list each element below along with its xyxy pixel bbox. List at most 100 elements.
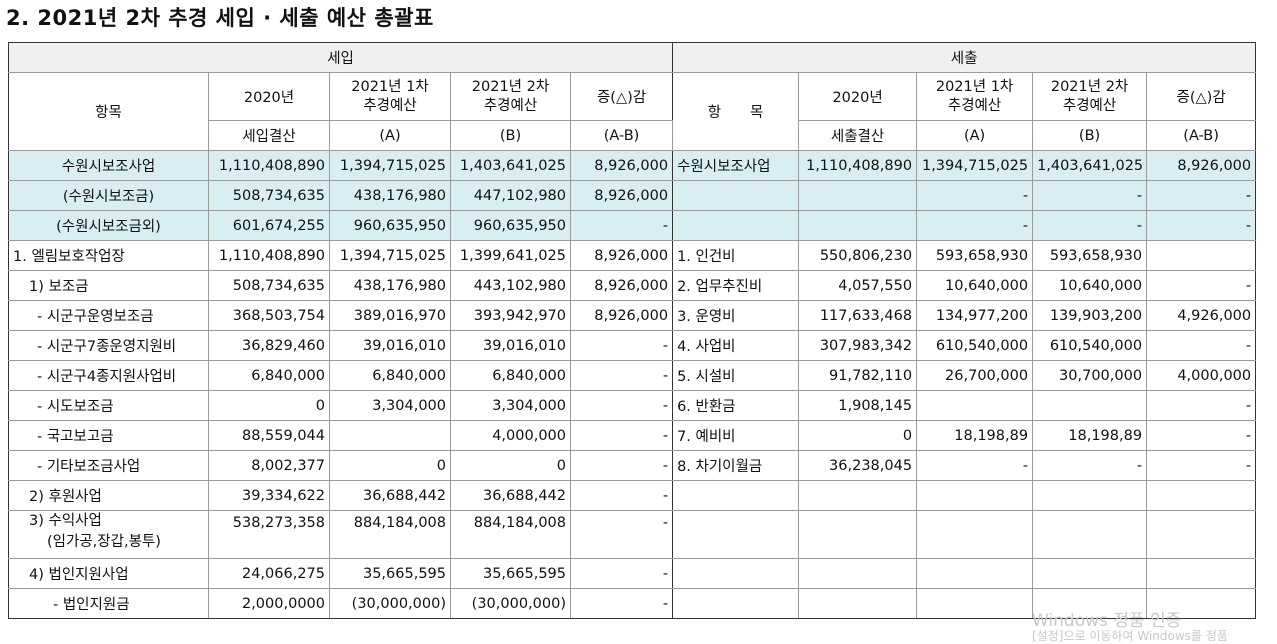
- rev-item-cell: - 시도보조금: [8, 390, 209, 421]
- rev-item-cell: 1) 보조금: [8, 270, 209, 301]
- rev-2021-2-cell: 6,840,000: [450, 360, 571, 391]
- rev-2020-cell: 1,110,408,890: [208, 240, 330, 271]
- rev-diff-cell: 8,926,000: [569, 150, 674, 181]
- exp-2021-2-cell: -: [1032, 450, 1148, 481]
- exp-2021-2-cell: -: [1032, 210, 1148, 241]
- exp-diff-cell: [1146, 480, 1257, 511]
- rev-2021-1-cell: 3,304,000: [329, 390, 451, 421]
- rev-2021-2-cell: 1,399,641,025: [450, 240, 571, 271]
- exp-2020-cell: 0: [798, 420, 918, 451]
- rev-2020-cell: 36,829,460: [208, 330, 330, 361]
- exp-2020-cell: 1,110,408,890: [798, 150, 918, 181]
- rev-item-cell: - 기타보조금사업: [8, 450, 209, 481]
- rev-2021-1-cell: 1,394,715,025: [329, 150, 451, 181]
- exp-2020-cell: [798, 558, 918, 589]
- exp-diff-cell: -: [1146, 450, 1257, 481]
- exp-item-cell: [672, 210, 800, 241]
- rev-diff-cell: -: [569, 420, 674, 451]
- rev-item-cell: - 국고보고금: [8, 420, 209, 451]
- exp-2021-1-cell: 134,977,200: [916, 300, 1034, 331]
- rev-diff-cell: -: [569, 450, 674, 481]
- exp-2021-1-header: 2021년 1차 추경예산: [916, 72, 1034, 121]
- rev-diff-cell: -: [569, 558, 674, 589]
- exp-item-cell: 수원시보조사업: [672, 150, 800, 181]
- rev-diff-cell: -: [569, 330, 674, 361]
- exp-2020-cell: 550,806,230: [798, 240, 918, 271]
- exp-2021-2-cell: [1032, 480, 1148, 511]
- rev-2020-header: 2020년: [208, 72, 330, 121]
- rev-2020-cell: 0: [208, 390, 330, 421]
- exp-item-cell: [672, 588, 800, 619]
- rev-2021-2-cell: 39,016,010: [450, 330, 571, 361]
- rev-item-cell: - 법인지원금: [8, 588, 209, 619]
- rev-diff-cell: -: [569, 480, 674, 511]
- exp-item-cell: 7. 예비비: [672, 420, 800, 451]
- rev-diff-cell: 8,926,000: [569, 270, 674, 301]
- exp-item-cell: [672, 180, 800, 211]
- rev-diff-cell: 8,926,000: [569, 180, 674, 211]
- exp-item-cell: [672, 480, 800, 511]
- exp-diff-cell: -: [1146, 420, 1257, 451]
- exp-2021-2-cell: [1032, 558, 1148, 589]
- exp-2020-cell: [798, 180, 918, 211]
- exp-item-cell: [672, 558, 800, 589]
- exp-2021-2-cell: 610,540,000: [1032, 330, 1148, 361]
- exp-2020-cell: 307,983,342: [798, 330, 918, 361]
- table-row: - 법인지원금 2,000,0000 (30,000,000) (30,000,000…: [8, 588, 1257, 619]
- table-row: 1) 보조금 508,734,635 438,176,980 443,102,980 8…: [8, 270, 1257, 301]
- table-row: - 시군구7종운영지원비 36,829,460 39,016,010 39,016,0…: [8, 330, 1257, 361]
- exp-2021-1-cell: 1,394,715,025: [916, 150, 1034, 181]
- rev-2021-1-cell: 438,176,980: [329, 180, 451, 211]
- rev-2020-cell: 6,840,000: [208, 360, 330, 391]
- exp-2020-cell: 117,633,468: [798, 300, 918, 331]
- exp-2021-2-cell: 139,903,200: [1032, 300, 1148, 331]
- table-row: - 시도보조금 0 3,304,000 3,304,000-6. 반환금 1,908,1…: [8, 390, 1257, 421]
- exp-2021-1-cell: 18,198,89: [916, 420, 1034, 451]
- rev-2020-cell: 1,110,408,890: [208, 150, 330, 181]
- exp-2021-1-cell: 10,640,000: [916, 270, 1034, 301]
- rev-diff-cell: -: [569, 510, 674, 559]
- rev-2020-cell: 368,503,754: [208, 300, 330, 331]
- rev-2021-2-cell: (30,000,000): [450, 588, 571, 619]
- exp-b-header: (B): [1032, 120, 1148, 151]
- rev-2021-1-cell: 35,665,595: [329, 558, 451, 589]
- rev-2020-cell: 508,734,635: [208, 180, 330, 211]
- exp-ab-header: (A-B): [1146, 120, 1257, 151]
- exp-2020-cell: 91,782,110: [798, 360, 918, 391]
- table-row: 4) 법인지원사업 24,066,275 35,665,595 35,665,595-: [8, 558, 1257, 589]
- rev-2021-2-cell: 960,635,950: [450, 210, 571, 241]
- rev-item-cell: - 시군구7종운영지원비: [8, 330, 209, 361]
- exp-2021-2-cell: 18,198,89: [1032, 420, 1148, 451]
- rev-2021-2-cell: 447,102,980: [450, 180, 571, 211]
- document-title: 2. 2021년 2차 추경 세입 · 세출 예산 총괄표: [6, 6, 434, 30]
- rev-item-cell: - 시군구운영보조금: [8, 300, 209, 331]
- table-row: - 시군구운영보조금 368,503,754 389,016,970 393,942,…: [8, 300, 1257, 331]
- exp-item-cell: 6. 반환금: [672, 390, 800, 421]
- table-row: 수원시보조사업 1,110,408,890 1,394,715,025 1,403,6…: [8, 150, 1257, 181]
- exp-diff-cell: [1146, 240, 1257, 271]
- exp-diff-cell: -: [1146, 210, 1257, 241]
- rev-settle-header: 세입결산: [208, 120, 330, 151]
- rev-item-cell: 3) 수익사업 (임가공,장갑,봉투): [8, 510, 209, 559]
- rev-2020-cell: 39,334,622: [208, 480, 330, 511]
- table-row: 3) 수익사업 (임가공,장갑,봉투) 538,273,358 884,184,008…: [8, 510, 1257, 559]
- exp-2021-1-cell: -: [916, 450, 1034, 481]
- rev-item-cell: (수원시보조금외): [8, 210, 209, 241]
- rev-2021-1-cell: [329, 420, 451, 451]
- exp-item-cell: 8. 차기이월금: [672, 450, 800, 481]
- rev-2021-2-cell: 1,403,641,025: [450, 150, 571, 181]
- exp-2020-cell: 4,057,550: [798, 270, 918, 301]
- rev-diff-header: 증(△)감: [569, 72, 674, 121]
- activation-watermark-sub: [설정]으로 이동하여 Windows를 정품: [1032, 629, 1228, 643]
- rev-2020-cell: 8,002,377: [208, 450, 330, 481]
- rev-item-cell: 2) 후원사업: [8, 480, 209, 511]
- rev-2021-1-cell: (30,000,000): [329, 588, 451, 619]
- rev-diff-cell: -: [569, 210, 674, 241]
- rev-2021-1-header: 2021년 1차 추경예산: [329, 72, 451, 121]
- activation-watermark: Windows 정품 인증: [1032, 611, 1182, 631]
- exp-diff-cell: -: [1146, 180, 1257, 211]
- rev-item-cell: 4) 법인지원사업: [8, 558, 209, 589]
- exp-2021-1-cell: [916, 588, 1034, 619]
- rev-diff-cell: -: [569, 360, 674, 391]
- rev-2020-cell: 24,066,275: [208, 558, 330, 589]
